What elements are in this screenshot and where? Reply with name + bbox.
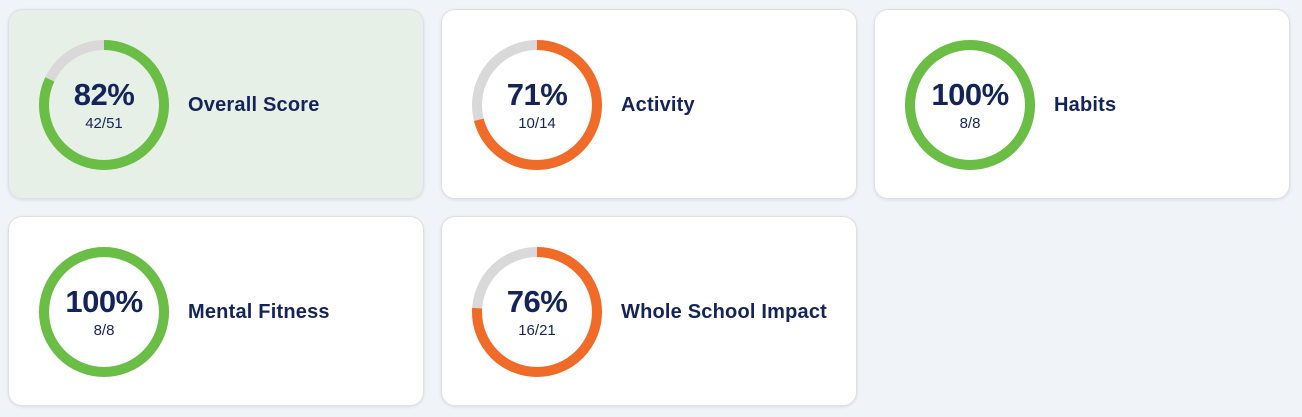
score-percent: 100% bbox=[931, 76, 1009, 112]
progress-ring-fill bbox=[39, 247, 169, 377]
progress-ring-fill bbox=[472, 247, 602, 377]
progress-ring-fill bbox=[39, 40, 169, 170]
score-percent: 82% bbox=[73, 76, 135, 112]
progress-ring: 100% 8/8 bbox=[904, 39, 1036, 171]
card-title: Activity bbox=[621, 94, 695, 116]
score-fraction: 16/21 bbox=[518, 321, 556, 339]
score-percent: 76% bbox=[506, 283, 568, 319]
score-card-mental-fitness[interactable]: 100% 8/8 Mental Fitness bbox=[8, 216, 424, 406]
progress-ring: 76% 16/21 bbox=[471, 246, 603, 378]
score-fraction: 10/14 bbox=[518, 114, 556, 132]
progress-ring-fill bbox=[905, 40, 1035, 170]
card-title: Whole School Impact bbox=[621, 301, 828, 323]
progress-ring-fill bbox=[472, 40, 602, 170]
score-fraction: 8/8 bbox=[959, 114, 981, 132]
progress-ring: 100% 8/8 bbox=[38, 246, 170, 378]
score-percent: 71% bbox=[506, 76, 568, 112]
score-card-whole-school-impact[interactable]: 76% 16/21 Whole School Impact bbox=[441, 216, 857, 406]
card-title: Habits bbox=[1054, 94, 1117, 116]
card-title: Overall Score bbox=[188, 94, 320, 116]
score-percent: 100% bbox=[65, 283, 143, 319]
card-title: Mental Fitness bbox=[188, 301, 330, 323]
progress-ring: 71% 10/14 bbox=[471, 39, 603, 171]
progress-ring: 82% 42/51 bbox=[38, 39, 170, 171]
score-card-activity[interactable]: 71% 10/14 Activity bbox=[441, 9, 857, 199]
score-card-habits[interactable]: 100% 8/8 Habits bbox=[874, 9, 1290, 199]
score-fraction: 42/51 bbox=[85, 114, 123, 132]
score-card-overall-score[interactable]: 82% 42/51 Overall Score bbox=[8, 9, 424, 199]
score-fraction: 8/8 bbox=[93, 321, 115, 339]
